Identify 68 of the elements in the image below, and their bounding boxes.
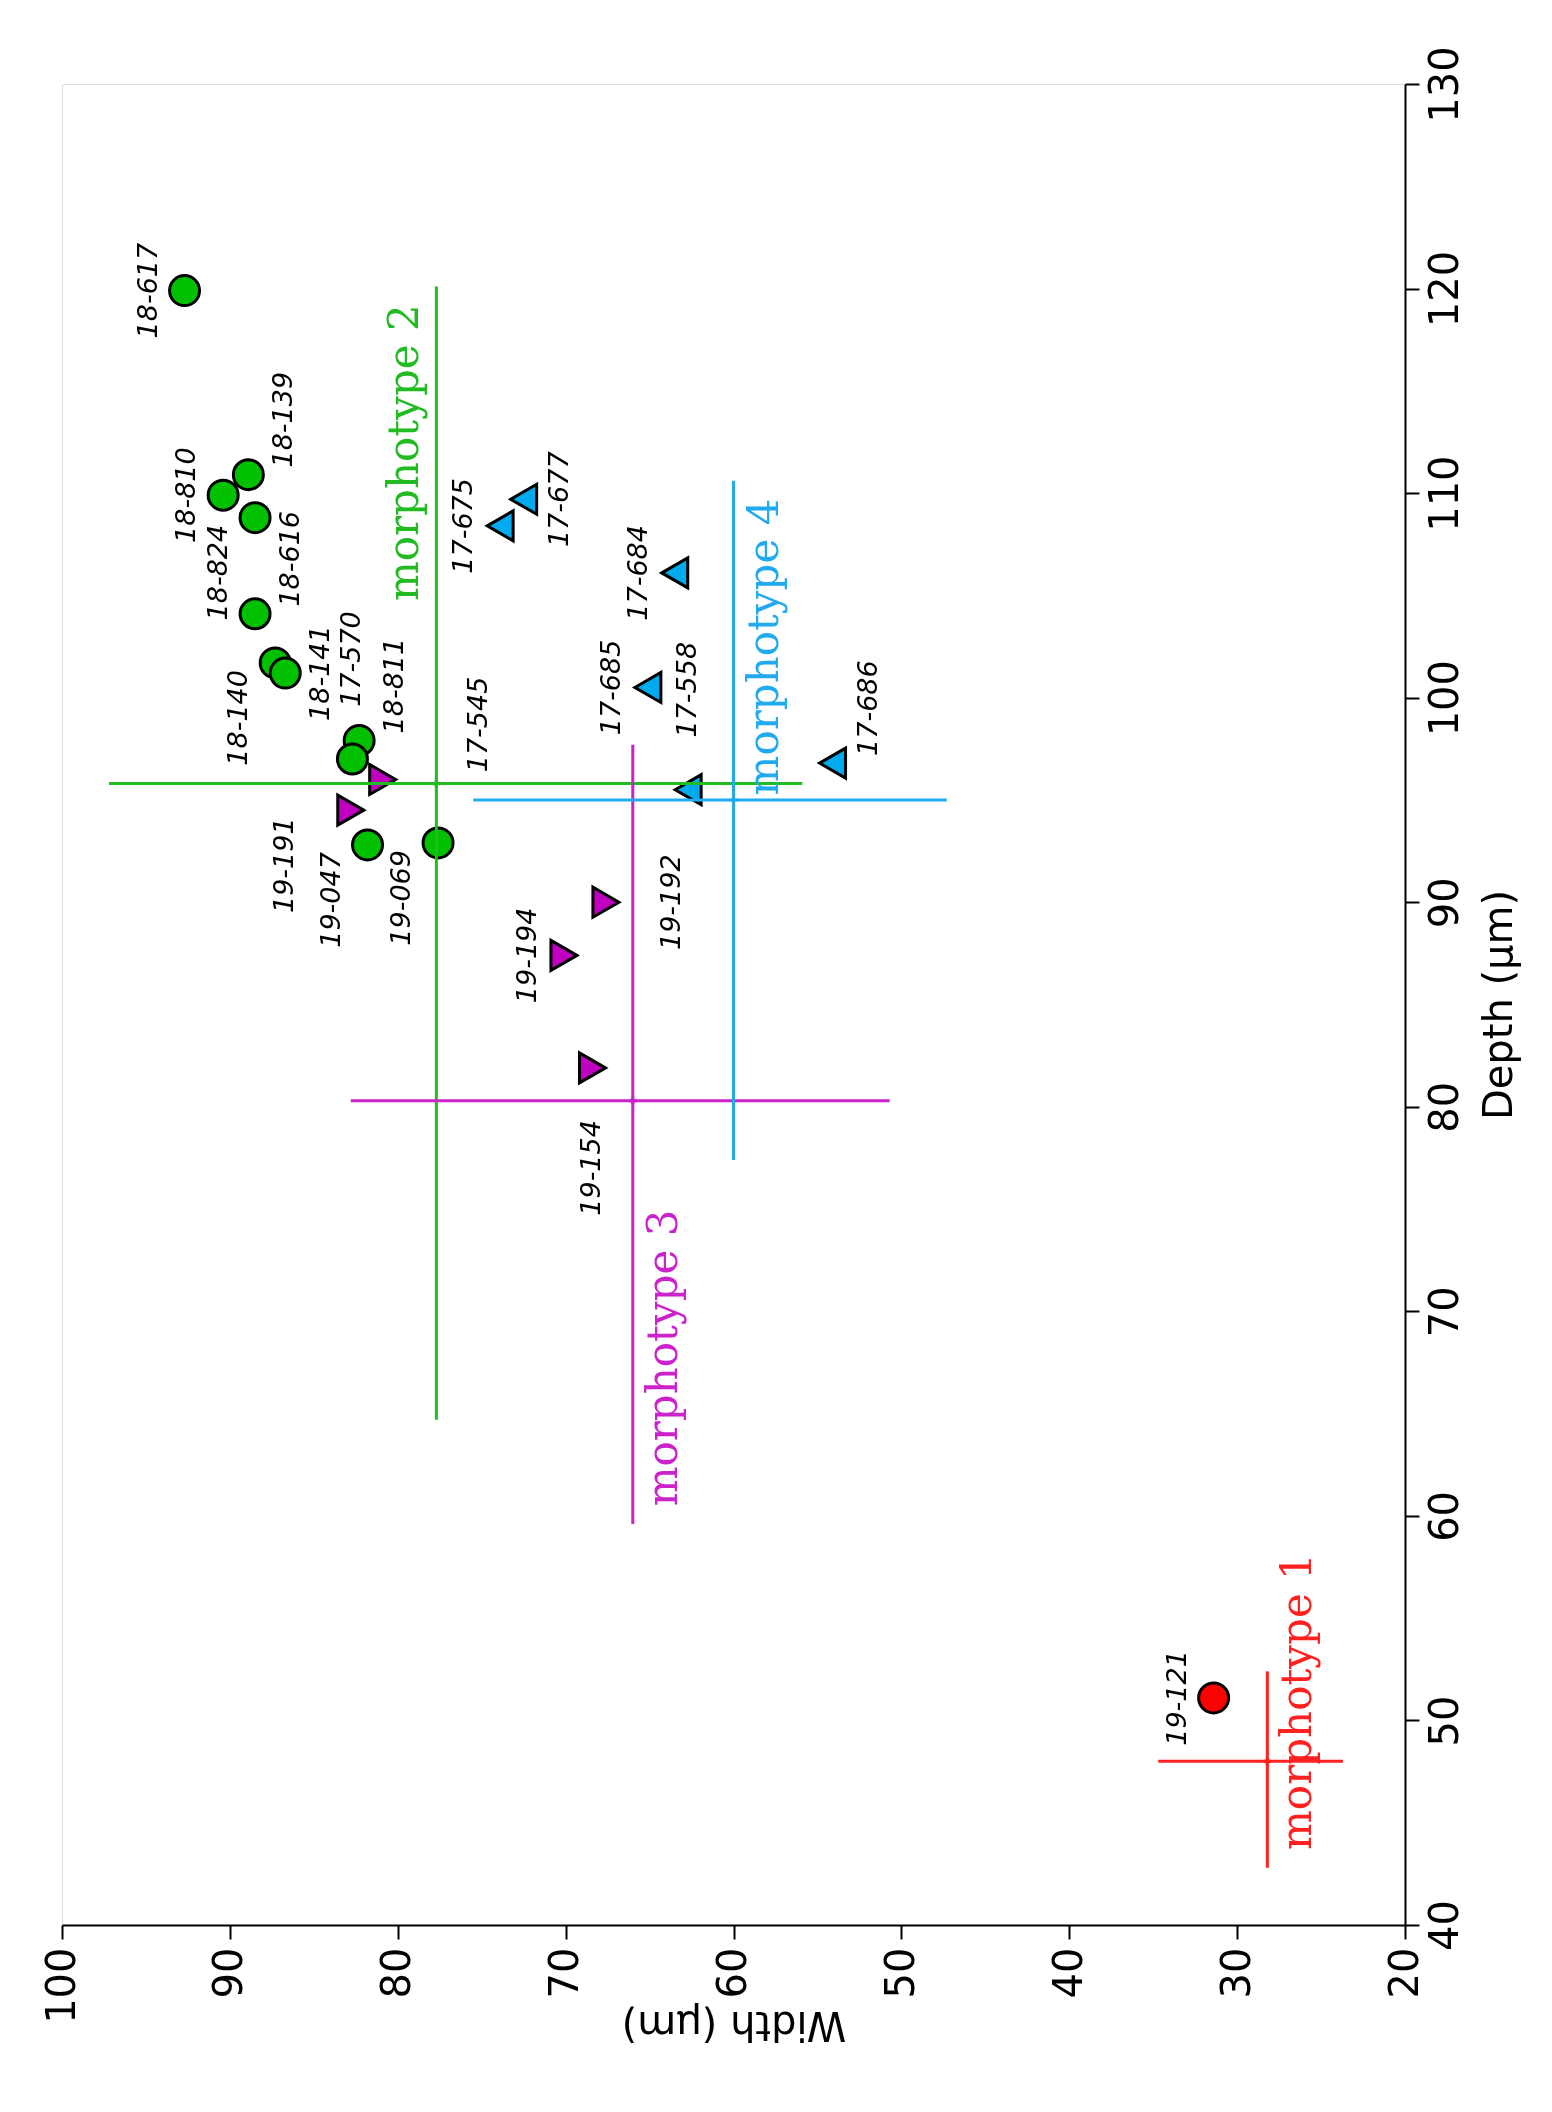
point — [268, 656, 302, 690]
annotation: 19-047 — [314, 852, 346, 948]
point — [509, 482, 539, 516]
annotation: 19-069 — [385, 850, 417, 946]
text: morphotype 3 — [637, 1209, 687, 1507]
annotation: 17-558 — [671, 641, 703, 738]
annotation: 18-616 — [274, 510, 306, 607]
point — [238, 501, 272, 535]
annotation: 17-545 — [461, 676, 493, 773]
y-axis-title: Depth (μm) — [1474, 889, 1521, 1121]
y-tick-label: 90 — [1420, 877, 1467, 929]
x-axis-title: Width (μm) — [621, 2002, 847, 2049]
point — [818, 746, 848, 780]
annotation: 17-677 — [542, 451, 574, 548]
point — [549, 938, 579, 972]
annotation: 18-140 — [222, 670, 254, 766]
y-tick-label: 80 — [1420, 1081, 1467, 1133]
point — [168, 274, 202, 308]
point — [206, 478, 240, 512]
text: morphotype 4 — [738, 498, 788, 796]
point — [591, 885, 621, 919]
point — [432, 779, 441, 788]
x-tick-label: 30 — [1212, 1947, 1259, 1999]
x-tick-label: 60 — [709, 1947, 755, 1999]
annotation: 18-141 — [304, 625, 336, 721]
x-tick-label: 40 — [1044, 1947, 1091, 1999]
annotation: 18-810 — [170, 447, 202, 543]
annotation: 17-684 — [621, 525, 653, 621]
annotation: 19-191 — [267, 817, 299, 913]
y-tick-label: 120 — [1420, 250, 1467, 328]
point — [729, 796, 738, 804]
point — [231, 458, 265, 492]
annotation: 17-686 — [851, 660, 883, 756]
y-tick-label: 50 — [1420, 1695, 1467, 1747]
point — [238, 597, 272, 631]
annotation: 17-570 — [335, 611, 367, 707]
point — [660, 556, 690, 590]
annotation: 17-675 — [447, 478, 479, 574]
y-tick-label: 130 — [1420, 46, 1467, 123]
annotation: 18-617 — [131, 242, 163, 339]
point — [485, 509, 515, 543]
annotation: 18-824 — [202, 524, 234, 621]
x-tick-label: 50 — [876, 1947, 923, 1999]
point — [351, 828, 385, 862]
text: morphotype 2 — [379, 304, 429, 602]
annotation: 19-121 — [1160, 1650, 1192, 1746]
point — [335, 742, 369, 776]
y-tick-label: 70 — [1420, 1286, 1467, 1338]
annotation: 17-685 — [594, 639, 626, 736]
x-tick-label: 90 — [205, 1947, 252, 1999]
point — [633, 670, 663, 704]
annotation: 19-192 — [654, 854, 686, 951]
point — [1197, 1681, 1231, 1715]
point — [1263, 1757, 1272, 1766]
text: morphotype 1 — [1272, 1553, 1322, 1850]
y-tick-label: 110 — [1420, 455, 1467, 532]
x-tick-label: 80 — [373, 1947, 420, 1999]
y-tick-label: 60 — [1420, 1490, 1467, 1542]
point — [628, 1096, 637, 1105]
y-tick-label: 100 — [1420, 659, 1467, 737]
annotation: 19-194 — [510, 907, 542, 1004]
annotation: 19-154 — [575, 1120, 607, 1216]
x-tick-label: 100 — [37, 1947, 84, 2024]
point — [336, 793, 366, 827]
point — [577, 1051, 607, 1085]
annotation: 18-139 — [267, 371, 299, 468]
annotation: 18-811 — [378, 637, 410, 734]
x-tick-label: 70 — [541, 1947, 588, 1999]
